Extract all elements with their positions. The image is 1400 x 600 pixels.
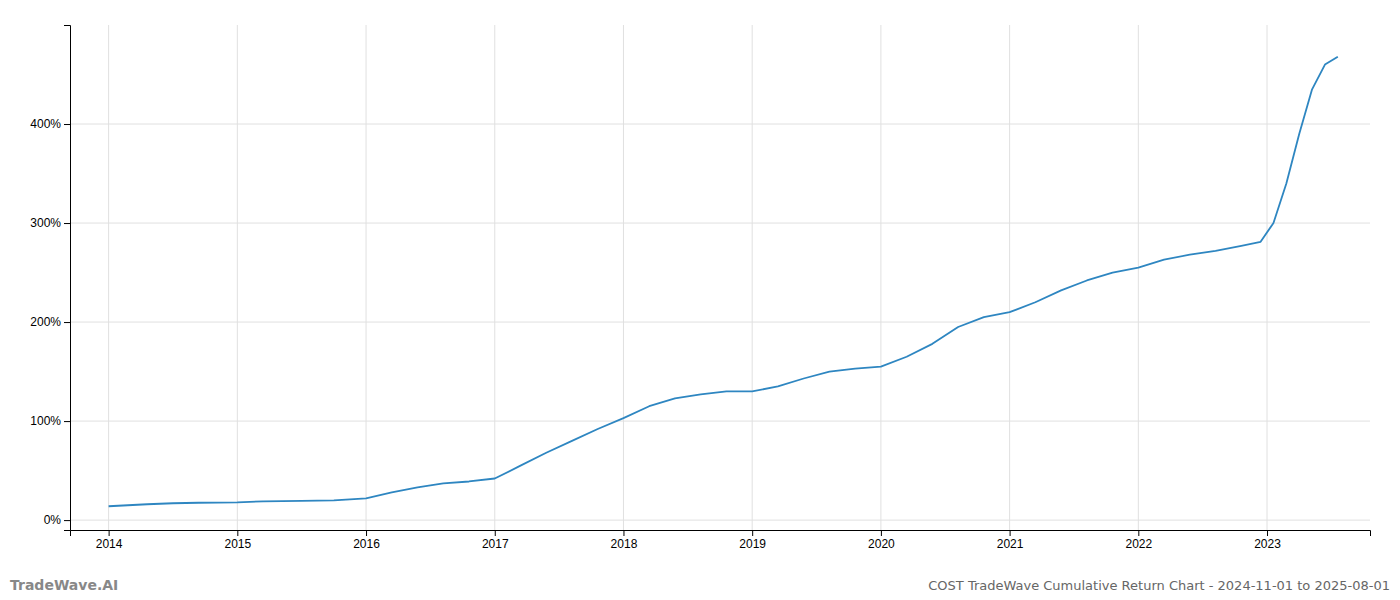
title: COST TradeWave Cumulative Return Chart -…: [928, 578, 1390, 593]
tick-mark: [64, 520, 70, 521]
tick: 100%: [30, 414, 70, 428]
grid-line: [494, 25, 495, 530]
y-axis: 0% 100% 200% 300% 400%: [30, 26, 70, 531]
tick: 2014: [96, 530, 123, 551]
tick-label: 100%: [30, 414, 61, 428]
grid-line: [1267, 25, 1268, 530]
grid-line: [70, 322, 1370, 323]
grid-line: [70, 124, 1370, 125]
tick-label: 2017: [482, 537, 509, 551]
tick: 2019: [739, 530, 766, 551]
tick-label: 0%: [44, 513, 62, 527]
tick-mark: [64, 421, 70, 422]
tick-label: 2020: [868, 537, 895, 551]
tick-label: 400%: [30, 117, 61, 131]
tick-mark: [64, 322, 70, 323]
tick-label: 2015: [224, 537, 251, 551]
tick: 300%: [30, 216, 70, 230]
tick-mark: [1138, 530, 1139, 536]
tick-label: 2022: [1125, 537, 1152, 551]
tick-mark: [366, 530, 367, 536]
axis-line: [71, 531, 1371, 537]
tick-mark: [109, 530, 110, 536]
tick-mark: [623, 530, 624, 536]
tick-label: 300%: [30, 216, 61, 230]
plot: 2014 2015 2016 2017 2018 2019 2020 2021 2022 2023…: [30, 25, 1370, 551]
tick-label: 2014: [96, 537, 123, 551]
grid-line: [108, 25, 109, 530]
grid-line: [623, 25, 624, 530]
tick: 2016: [353, 530, 380, 551]
grid-line: [70, 421, 1370, 422]
tick-label: 2021: [997, 537, 1024, 551]
tick: 2022: [1125, 530, 1152, 551]
tick-mark: [752, 530, 753, 536]
tick-mark: [881, 530, 882, 536]
line: [109, 57, 1338, 507]
marks: [109, 57, 1338, 507]
grid-line: [880, 25, 881, 530]
tick: 2018: [611, 530, 638, 551]
grid: [70, 25, 1370, 530]
grid-line: [752, 25, 753, 530]
grid-line: [1138, 25, 1139, 530]
grid-line: [237, 25, 238, 530]
chart: 2014 2015 2016 2017 2018 2019 2020 2021 2022 2023…: [0, 0, 1400, 600]
tick: 200%: [30, 315, 70, 329]
tick: 2017: [482, 530, 509, 551]
grid-line: [366, 25, 367, 530]
axis-line: [64, 26, 71, 531]
tick-mark: [64, 124, 70, 125]
x-axis: 2014 2015 2016 2017 2018 2019 2020 2021 2022 2023: [71, 530, 1371, 551]
grid-line: [70, 520, 1370, 521]
tick: 2021: [997, 530, 1024, 551]
tick: 2020: [868, 530, 895, 551]
grid-line: [70, 223, 1370, 224]
tick-label: 2023: [1254, 537, 1281, 551]
tick: 2015: [224, 530, 251, 551]
grid-line: [1009, 25, 1010, 530]
tick-mark: [237, 530, 238, 536]
tick-mark: [495, 530, 496, 536]
tick-label: 2019: [739, 537, 766, 551]
tick: 2023: [1254, 530, 1281, 551]
tick: 0%: [44, 513, 70, 527]
watermark: TradeWave.AI: [10, 577, 118, 593]
tick-label: 2018: [611, 537, 638, 551]
tick-mark: [64, 223, 70, 224]
tick: 400%: [30, 117, 70, 131]
tick-mark: [1267, 530, 1268, 536]
tick-label: 2016: [353, 537, 380, 551]
tick-label: 200%: [30, 315, 61, 329]
tick-mark: [1010, 530, 1011, 536]
